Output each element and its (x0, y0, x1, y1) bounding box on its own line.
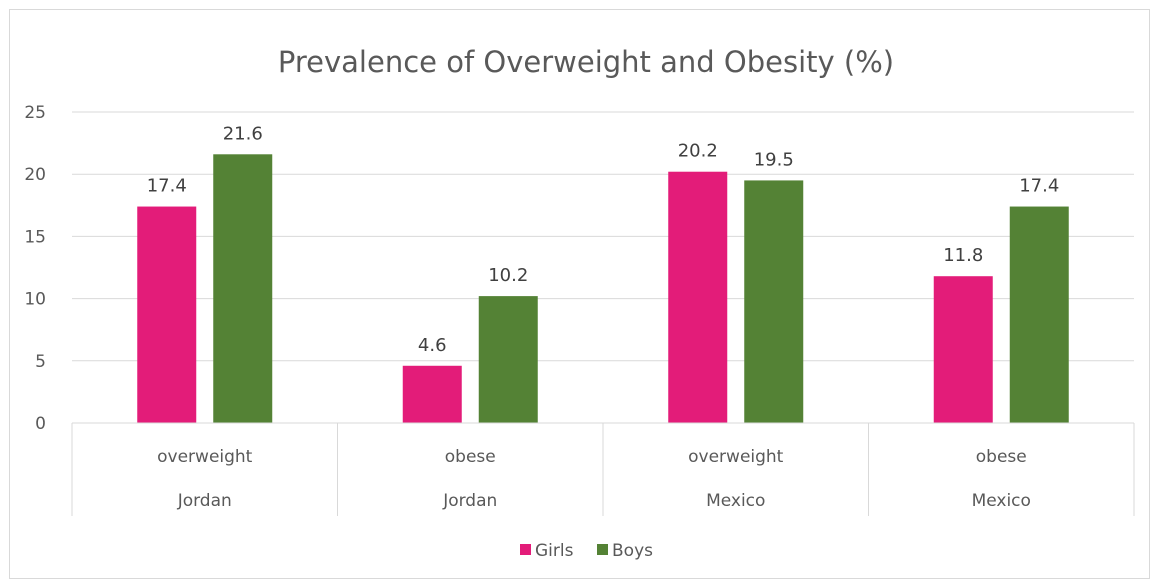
y-tick-label: 0 (35, 414, 46, 434)
data-label: 21.6 (223, 123, 263, 144)
bar-boys (744, 180, 804, 423)
category-label: overweight (688, 447, 784, 467)
bar-girls (933, 276, 993, 423)
data-label: 11.8 (943, 245, 983, 266)
data-label: 19.5 (754, 149, 794, 170)
bar-boys (213, 154, 273, 423)
data-label: 17.4 (1019, 176, 1059, 197)
bars (137, 154, 1069, 423)
group-label: Jordan (177, 491, 232, 511)
category-label: obese (445, 447, 496, 467)
legend-label-boys: Boys (612, 541, 653, 561)
legend: Girls Boys (520, 541, 653, 561)
chart-title: Prevalence of Overweight and Obesity (%) (278, 45, 894, 79)
bar-girls (668, 171, 728, 423)
group-label: Jordan (442, 491, 497, 511)
y-tick-label: 5 (35, 352, 46, 372)
y-axis-ticks: 0 5 10 15 20 25 (24, 103, 46, 434)
data-labels: 17.4 21.6 4.6 10.2 20.2 19.5 11.8 17.4 (147, 123, 1060, 355)
category-label: obese (976, 447, 1027, 467)
bar-boys (478, 296, 538, 423)
legend-swatch-girls (520, 544, 531, 555)
y-tick-label: 15 (24, 227, 46, 247)
bar-girls (137, 206, 197, 423)
legend-label-girls: Girls (535, 541, 574, 561)
y-tick-label: 10 (24, 290, 46, 310)
group-label: Mexico (972, 491, 1031, 511)
y-tick-label: 25 (24, 103, 46, 123)
category-label: overweight (157, 447, 253, 467)
legend-swatch-boys (597, 544, 608, 555)
y-tick-label: 20 (24, 165, 46, 185)
x-axis: overweight Jordan obese Jordan overweight Mex… (71, 422, 1135, 516)
bar-boys (1009, 206, 1069, 423)
data-label: 4.6 (418, 335, 447, 356)
group-label: Mexico (706, 491, 765, 511)
data-label: 17.4 (147, 176, 187, 197)
bar-girls (402, 365, 462, 423)
data-label: 10.2 (488, 265, 528, 286)
data-label: 20.2 (678, 141, 718, 162)
